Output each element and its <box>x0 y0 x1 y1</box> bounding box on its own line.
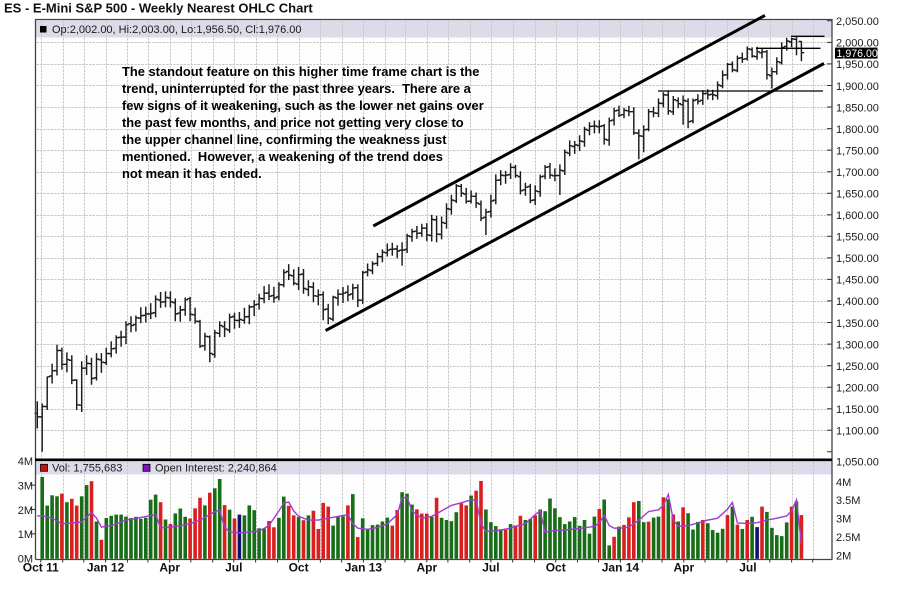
svg-text:Jul: Jul <box>482 561 499 575</box>
svg-text:Jul: Jul <box>225 561 242 575</box>
svg-text:Apr: Apr <box>416 561 437 575</box>
svg-text:1,850.00: 1,850.00 <box>836 102 879 114</box>
svg-text:3.5M: 3.5M <box>836 495 860 507</box>
svg-text:Apr: Apr <box>673 561 694 575</box>
svg-text:4M: 4M <box>836 477 851 489</box>
svg-text:1,650.00: 1,650.00 <box>836 189 879 201</box>
svg-text:ES - E-Mini S&P 500 - Weekly N: ES - E-Mini S&P 500 - Weekly Nearest OHL… <box>4 1 313 16</box>
svg-text:1,450.00: 1,450.00 <box>836 275 879 287</box>
svg-text:mentioned. However, a weakeni: mentioned. However, a weakening of the t… <box>122 149 443 164</box>
svg-text:Jul: Jul <box>739 561 756 575</box>
svg-text:the upper channel line, confir: the upper channel line, confirming the w… <box>122 132 447 147</box>
svg-text:Oct 11: Oct 11 <box>23 561 59 575</box>
svg-text:2M: 2M <box>18 505 33 517</box>
svg-text:1,050.00: 1,050.00 <box>836 456 879 468</box>
svg-text:1,950.00: 1,950.00 <box>836 59 879 71</box>
svg-text:not mean it has ended.: not mean it has ended. <box>122 166 262 181</box>
svg-text:2,000.00: 2,000.00 <box>836 38 879 50</box>
svg-text:1,600.00: 1,600.00 <box>836 210 879 222</box>
svg-text:the past few months, and price: the past few months, and price not getti… <box>122 115 464 130</box>
svg-text:1,100.00: 1,100.00 <box>836 426 879 438</box>
svg-text:1,250.00: 1,250.00 <box>836 361 879 373</box>
svg-text:Oct: Oct <box>546 561 566 575</box>
svg-text:2M: 2M <box>836 550 851 562</box>
svg-text:1,750.00: 1,750.00 <box>836 145 879 157</box>
svg-text:1,550.00: 1,550.00 <box>836 232 879 244</box>
svg-text:few signs of it weakening, suc: few signs of it weakening, such as the l… <box>122 98 484 113</box>
svg-text:1,500.00: 1,500.00 <box>836 253 879 265</box>
svg-text:1,976.00: 1,976.00 <box>837 48 878 60</box>
svg-text:1,300.00: 1,300.00 <box>836 339 879 351</box>
svg-text:1,400.00: 1,400.00 <box>836 296 879 308</box>
svg-text:Jan 14: Jan 14 <box>602 561 640 575</box>
svg-text:Jan 13: Jan 13 <box>345 561 383 575</box>
svg-text:3M: 3M <box>18 480 33 492</box>
svg-text:Oct: Oct <box>289 561 309 575</box>
svg-text:1,800.00: 1,800.00 <box>836 124 879 136</box>
svg-text:2,050.00: 2,050.00 <box>836 16 879 28</box>
svg-text:trend, uninterrupted for the p: trend, uninterrupted for the past three … <box>122 81 472 96</box>
svg-text:Op:2,002.00, Hi:2,003.00, Lo:1: Op:2,002.00, Hi:2,003.00, Lo:1,956.50, C… <box>52 24 302 36</box>
svg-text:Vol: 1,755,683: Vol: 1,755,683 <box>52 463 122 475</box>
svg-text:1,350.00: 1,350.00 <box>836 318 879 330</box>
svg-text:4M: 4M <box>18 456 33 468</box>
svg-text:1,700.00: 1,700.00 <box>836 167 879 179</box>
svg-text:1M: 1M <box>18 529 33 541</box>
svg-text:1,900.00: 1,900.00 <box>836 81 879 93</box>
svg-text:3M: 3M <box>836 514 851 526</box>
svg-text:1,150.00: 1,150.00 <box>836 404 879 416</box>
svg-text:Open Interest: 2,240,864: Open Interest: 2,240,864 <box>155 463 277 475</box>
svg-text:1,200.00: 1,200.00 <box>836 383 879 395</box>
svg-text:The standout feature on this h: The standout feature on this higher time… <box>122 64 479 79</box>
svg-text:0M: 0M <box>18 554 33 566</box>
svg-text:Jan 12: Jan 12 <box>87 561 125 575</box>
svg-text:2.5M: 2.5M <box>836 532 860 544</box>
svg-text:Apr: Apr <box>159 561 180 575</box>
